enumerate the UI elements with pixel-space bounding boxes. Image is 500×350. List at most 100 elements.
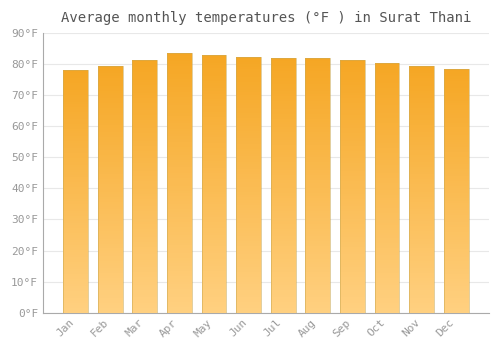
Bar	[340, 254, 365, 257]
Bar	[340, 88, 365, 90]
Bar	[167, 69, 192, 71]
Bar	[409, 251, 434, 253]
Bar	[202, 158, 226, 161]
Bar	[444, 110, 468, 113]
Bar	[63, 80, 88, 83]
Bar	[444, 132, 468, 135]
Bar	[63, 245, 88, 247]
Bar	[167, 183, 192, 186]
Bar	[444, 186, 468, 188]
Bar	[167, 181, 192, 183]
Bar	[409, 155, 434, 157]
Bar	[374, 300, 400, 303]
Bar	[306, 150, 330, 152]
Bar	[374, 285, 400, 288]
Bar	[444, 98, 468, 100]
Bar	[271, 272, 295, 274]
Bar	[202, 166, 226, 168]
Bar	[444, 269, 468, 271]
Bar	[98, 157, 122, 160]
Bar	[98, 278, 122, 281]
Bar	[236, 167, 261, 169]
Bar	[306, 208, 330, 211]
Bar	[132, 161, 158, 163]
Bar	[340, 209, 365, 211]
Bar	[306, 58, 330, 61]
Bar	[167, 149, 192, 152]
Bar	[202, 140, 226, 142]
Bar	[409, 145, 434, 147]
Bar	[374, 308, 400, 310]
Bar	[271, 236, 295, 239]
Bar	[374, 180, 400, 183]
Bar	[132, 277, 158, 280]
Bar	[374, 268, 400, 270]
Bar	[202, 60, 226, 63]
Bar	[340, 270, 365, 272]
Bar	[374, 305, 400, 308]
Bar	[271, 241, 295, 244]
Bar	[63, 262, 88, 264]
Bar	[340, 257, 365, 259]
Bar	[306, 285, 330, 287]
Bar	[444, 81, 468, 84]
Bar	[306, 114, 330, 117]
Bar	[202, 186, 226, 189]
Bar	[63, 78, 88, 80]
Bar	[306, 173, 330, 175]
Bar	[340, 158, 365, 161]
Bar	[202, 127, 226, 130]
Bar	[202, 102, 226, 104]
Bar	[306, 145, 330, 147]
Bar	[409, 164, 434, 167]
Bar	[98, 236, 122, 239]
Bar	[132, 166, 158, 168]
Bar	[340, 148, 365, 151]
Bar	[271, 99, 295, 101]
Bar	[167, 214, 192, 217]
Bar	[409, 100, 434, 103]
Bar	[409, 226, 434, 229]
Bar	[132, 265, 158, 267]
Bar	[374, 80, 400, 83]
Bar	[98, 76, 122, 78]
Bar	[132, 95, 158, 98]
Bar	[236, 144, 261, 146]
Bar	[306, 239, 330, 241]
Bar	[167, 209, 192, 211]
Bar	[202, 57, 226, 60]
Bar	[271, 193, 295, 196]
Bar	[63, 70, 88, 73]
Bar	[271, 152, 295, 155]
Bar	[98, 308, 122, 310]
Bar	[98, 286, 122, 288]
Bar	[409, 298, 434, 300]
Bar	[236, 190, 261, 192]
Bar	[98, 283, 122, 286]
Bar	[132, 120, 158, 123]
Bar	[306, 231, 330, 234]
Bar	[202, 178, 226, 181]
Bar	[63, 230, 88, 233]
Bar	[98, 182, 122, 184]
Bar	[63, 189, 88, 191]
Bar	[63, 138, 88, 141]
Bar	[340, 191, 365, 194]
Bar	[306, 183, 330, 186]
Bar	[98, 68, 122, 71]
Bar	[132, 90, 158, 92]
Bar	[236, 295, 261, 297]
Bar	[409, 187, 434, 189]
Bar	[98, 83, 122, 85]
Bar	[202, 91, 226, 93]
Bar	[374, 78, 400, 80]
Bar	[236, 236, 261, 238]
Bar	[98, 187, 122, 189]
Bar	[340, 186, 365, 189]
Bar	[306, 137, 330, 140]
Bar	[444, 152, 468, 154]
Bar	[374, 105, 400, 108]
Bar	[374, 238, 400, 240]
Bar	[444, 191, 468, 193]
Bar	[409, 105, 434, 108]
